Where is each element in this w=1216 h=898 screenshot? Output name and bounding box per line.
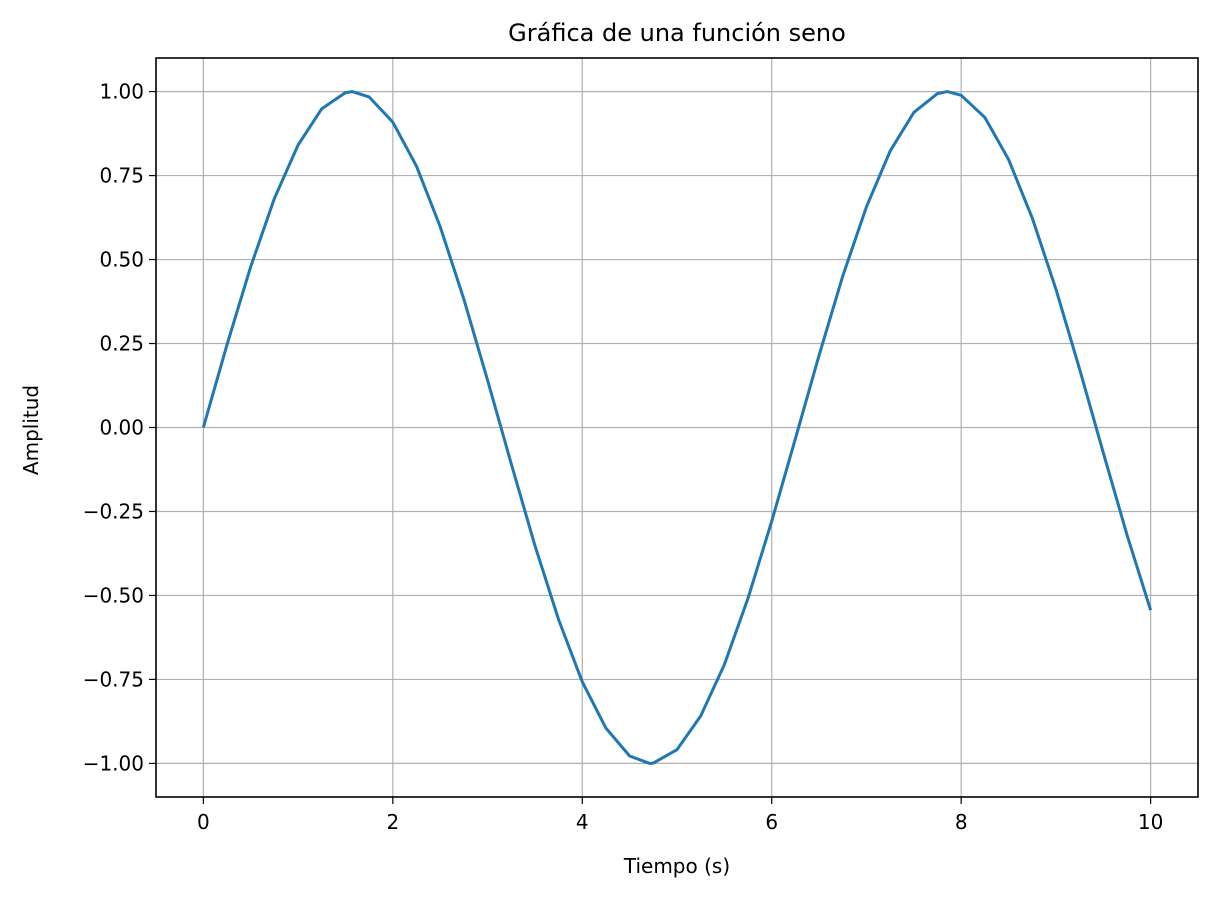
y-tick-label: 0.00 <box>99 416 144 440</box>
y-tick-label: −0.25 <box>83 499 144 523</box>
x-tick-label: 6 <box>765 810 778 834</box>
y-tick-label: −0.75 <box>83 667 144 691</box>
y-tick-label: 0.25 <box>99 332 144 356</box>
series-line <box>201 90 1153 765</box>
x-tick-label: 10 <box>1138 810 1163 834</box>
x-axis: 0 2 4 6 8 10 <box>197 797 1163 834</box>
y-axis: 1.00 0.75 0.50 0.25 0.00 −0.25 −0.50 −0.75 −1.00 <box>83 80 156 775</box>
y-axis-label: Amplitud <box>19 385 43 475</box>
y-tick-label: 1.00 <box>99 80 144 104</box>
y-tick-label: −1.00 <box>83 751 144 775</box>
y-tick-label: −0.50 <box>83 583 144 607</box>
y-tick-label: 0.75 <box>99 164 144 188</box>
series-layer <box>201 90 1153 765</box>
x-tick-label: 2 <box>386 810 399 834</box>
x-tick-label: 0 <box>197 810 210 834</box>
grid <box>156 58 1198 797</box>
x-tick-label: 8 <box>955 810 968 834</box>
x-tick-label: 4 <box>576 810 589 834</box>
chart-title: Gráfica de una función seno <box>508 19 846 47</box>
x-axis-label: Tiempo (s) <box>623 854 730 878</box>
y-tick-label: 0.50 <box>99 248 144 272</box>
